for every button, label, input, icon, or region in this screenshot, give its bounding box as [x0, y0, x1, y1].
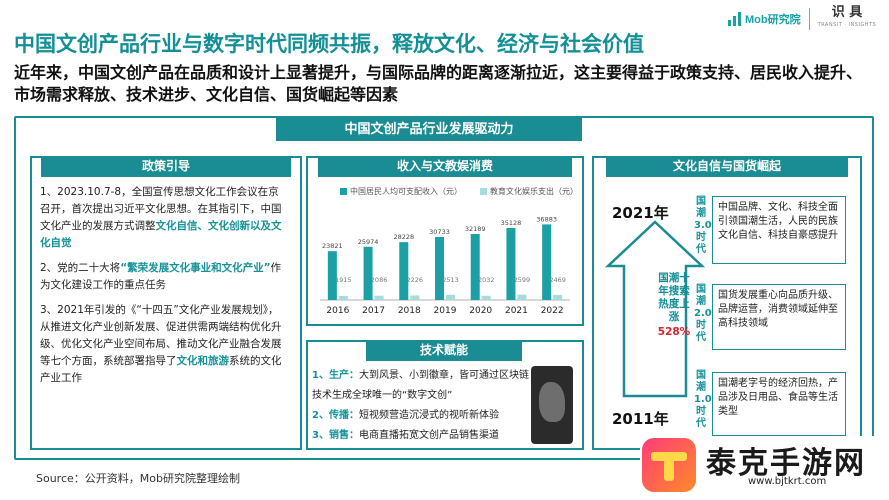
era-label-3: 国潮3.0时代 [694, 196, 712, 255]
bar-income-2019 [435, 236, 444, 300]
tick-label-2020: 2020 [469, 306, 492, 316]
tech-list: 1、生产：大到风景、小到徽章，皆可通过区块链技术生成全球唯一的“数字文创” 2、… [312, 366, 534, 446]
bar-spend-2021 [517, 294, 527, 300]
logo-bars-icon [728, 12, 741, 26]
page-subtitle: 近年来，中国文创产品在品质和设计上显著提升，与国际品牌的距离逐渐拉近，这主要得益… [14, 63, 863, 104]
label-spend-2016: 1915 [335, 276, 352, 284]
tick-label-2017: 2017 [362, 306, 385, 316]
policy-heading: 政策引导 [41, 156, 291, 177]
tick-label-2022: 2022 [541, 306, 564, 316]
bar-spend-2016 [338, 296, 348, 300]
era-label-1: 国潮1.0时代 [694, 370, 712, 429]
label-income-2020: 32189 [465, 225, 486, 233]
bar-spend-2017 [374, 295, 384, 300]
frame-title: 中国文创产品行业发展驱动力 [276, 118, 582, 141]
policy-item-3: 3、2021年引发的《“十四五”文化产业发展规划》，从推进文化产业创新发展、促进… [40, 304, 282, 384]
bar-spend-2019 [446, 294, 455, 300]
policy-text: 1、2023.10.7-8，全国宣传思想文化工作会议在京召开，首次提出习近平文化… [40, 184, 288, 395]
tick-label-2016: 2016 [326, 306, 349, 316]
tech-heading: 技术赋能 [366, 340, 522, 361]
bar-income-2016 [327, 251, 337, 300]
watermark-logo-icon [642, 438, 696, 492]
label-spend-2019: 2513 [442, 276, 459, 284]
bar-spend-2018 [410, 295, 420, 300]
bar-income-2018 [399, 242, 409, 300]
label-income-2016: 23821 [322, 242, 343, 250]
phone-image-icon [531, 366, 573, 444]
label-income-2019: 30733 [429, 228, 450, 236]
bar-income-2022 [542, 224, 552, 300]
policy-item-1: 1、2023.10.7-8，全国宣传思想文化工作会议在京召开，首次提出习近平文化… [40, 186, 282, 249]
label-spend-2021: 2599 [514, 276, 531, 284]
brand-badge: 识 具 TRANSIT · INSIGHTS [817, 5, 877, 28]
legend-spend: 教育文化娱乐支出（元） [480, 186, 578, 197]
income-heading: 收入与文教娱消费 [318, 156, 572, 177]
tick-label-2018: 2018 [398, 306, 421, 316]
year-bottom: 2011年 [612, 410, 669, 428]
era-box-3: 中国品牌、文化、科技全面引领国潮生活，人民的民族文化自信、科技自豪感提升 [712, 196, 846, 264]
logo-text: Mob研究院 [745, 14, 801, 26]
label-spend-2017: 2086 [371, 276, 388, 284]
tick-label-2019: 2019 [434, 306, 457, 316]
tech-item-3: 3、销售：电商直播拓宽文创产品销售渠道 [312, 430, 499, 441]
income-bar-chart: 23821 1915 2016 25974 2086 2017 28228 2226 2018 3… [320, 215, 570, 316]
driver-frame [14, 116, 874, 460]
mob-logo: Mob研究院 识 具 TRANSIT · INSIGHTS [728, 6, 876, 32]
watermark: 泰克手游网 www.bjtkrt.com [640, 436, 882, 494]
legend-income: 中国居民人均可支配收入（元） [340, 186, 462, 197]
era-label-2: 国潮2.0时代 [694, 284, 712, 343]
era-box-2: 国货发展重心向品质升级、品牌运营，消费领域延伸至高科技领域 [712, 284, 846, 350]
tech-item-1: 1、生产：大到风景、小到徽章，皆可通过区块链技术生成全球唯一的“数字文创” [312, 370, 529, 401]
label-income-2017: 25974 [358, 238, 379, 246]
label-income-2018: 28228 [393, 233, 414, 241]
policy-item-2: 2、党的二十大将“繁荣发展文化事业和文化产业”作为文化建设工作的重点任务 [40, 262, 281, 291]
tick-label-2021: 2021 [505, 306, 528, 316]
label-spend-2018: 2226 [407, 276, 424, 284]
watermark-name: 泰克手游网 [706, 446, 866, 481]
label-spend-2020: 2032 [478, 276, 495, 284]
year-top: 2021年 [612, 204, 669, 222]
tech-item-2: 2、传播：短视频营造沉浸式的视听新体验 [312, 410, 499, 421]
income-panel [306, 156, 584, 326]
arrow-caption: 国潮十年搜索热度上涨 528% [654, 272, 694, 339]
label-income-2022: 36883 [536, 215, 557, 223]
policy-panel [30, 156, 302, 450]
era-box-1: 国潮老字号的经济回热，产品涉及日用品、食品等生活类型 [712, 372, 846, 436]
bar-income-2020 [470, 234, 480, 300]
bar-spend-2022 [553, 294, 563, 300]
chart-legend: 中国居民人均可支配收入（元） 教育文化娱乐支出（元） [340, 186, 578, 197]
bar-income-2021 [506, 227, 516, 300]
culture-heading: 文化自信与国货崛起 [606, 156, 848, 177]
page-title: 中国文创产品行业与数字时代同频共振，释放文化、经济与社会价值 [14, 32, 644, 56]
bar-income-2017 [363, 246, 373, 300]
label-income-2021: 35128 [501, 219, 522, 227]
source-note: Source：公开资料，Mob研究院整理绘制 [36, 472, 240, 485]
watermark-url: www.bjtkrt.com [748, 476, 827, 487]
growth-percent: 528% [657, 326, 691, 338]
bar-spend-2020 [481, 295, 491, 300]
growth-arrow-icon [604, 220, 706, 398]
label-spend-2022: 2469 [549, 276, 566, 284]
